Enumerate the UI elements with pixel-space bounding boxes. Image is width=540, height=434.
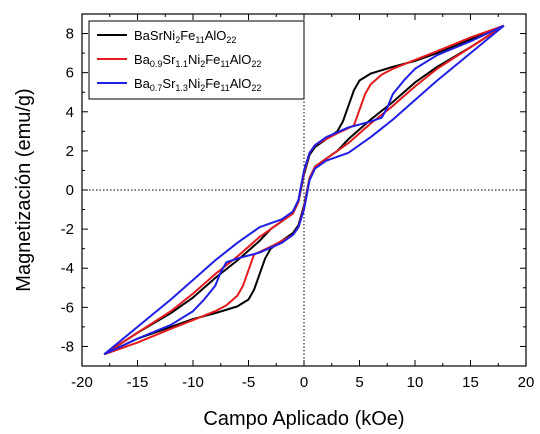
legend-label-2: Ba0.9Sr1.1Ni2Fe11AlO22 (134, 52, 261, 69)
y-tick-label: -2 (61, 221, 74, 238)
legend-label-3: Ba0.7Sr1.3Ni2Fe11AlO22 (134, 76, 261, 93)
x-tick-label: -20 (71, 374, 93, 391)
x-tick-label: -15 (127, 374, 149, 391)
x-tick-label: 20 (518, 374, 535, 391)
y-tick-label: 4 (66, 104, 74, 121)
x-tick-label: 15 (462, 374, 479, 391)
series-3-upper-branch (103, 24, 505, 356)
legend: BaSrNi2Fe11AlO22 Ba0.9Sr1.1Ni2Fe11AlO22 Ba… (88, 20, 305, 100)
series-layer (103, 24, 505, 356)
zero-reference-lines (82, 14, 526, 366)
y-tick-label: 8 (66, 26, 74, 43)
x-tick-label: -5 (242, 374, 255, 391)
y-tick-label: -6 (61, 299, 74, 316)
y-tick-label: 6 (66, 65, 74, 82)
y-axis-title: Magnetización (emu/g) (13, 88, 35, 291)
x-tick-label: 10 (407, 374, 424, 391)
x-tick-label: 0 (300, 374, 308, 391)
x-tick-label: -10 (182, 374, 204, 391)
y-tick-label: -4 (61, 260, 74, 277)
legend-label-1: BaSrNi2Fe11AlO22 (134, 28, 236, 45)
x-axis-title: Campo Aplicado (kOe) (203, 408, 404, 430)
y-tick-label: 0 (66, 182, 74, 199)
y-tick-label: -8 (61, 338, 74, 355)
y-tick-label: 2 (66, 143, 74, 160)
series-3-lower-branch (103, 24, 505, 356)
x-tick-label: 5 (355, 374, 363, 391)
